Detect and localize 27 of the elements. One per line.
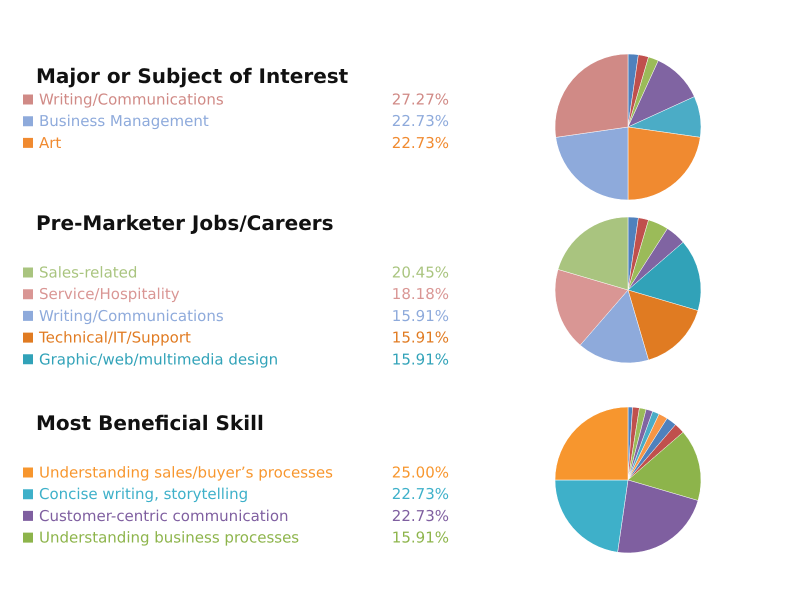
data-label: 15.91% <box>392 328 449 347</box>
legend-label: Art <box>39 134 62 152</box>
legend-label: Understanding sales/buyer’s processes <box>39 464 334 482</box>
data-label: 15.91% <box>392 350 449 368</box>
legend-label: Customer-centric communication <box>39 506 289 525</box>
data-label: 15.91% <box>392 306 449 325</box>
legend-label: Writing/Communications <box>39 90 224 108</box>
legend-label: Concise writing, storytelling <box>39 485 248 504</box>
text: Major or Subject of Interest <box>36 64 349 88</box>
data-label: 22.73% <box>392 112 449 130</box>
legend-label: Understanding business processes <box>39 528 300 547</box>
chart-title: Pre-Marketer Jobs/Careers <box>36 211 334 235</box>
legend-label: Graphic/web/multimedia design <box>39 350 278 368</box>
data-label: 22.73% <box>392 506 449 525</box>
legend-label: Writing/Communications <box>39 306 224 325</box>
legend-label: Business Management <box>39 112 209 130</box>
legend-label: Service/Hospitality <box>39 285 180 304</box>
chart-title: Most Beneficial Skill <box>36 411 264 435</box>
data-label: 18.18% <box>392 285 449 304</box>
data-label: 20.45% <box>392 264 449 282</box>
legend-label: Sales-related <box>39 264 138 282</box>
data-label: 22.73% <box>392 134 449 152</box>
legend-label: Technical/IT/Support <box>38 328 191 347</box>
data-label: 15.91% <box>392 528 449 547</box>
data-label: 22.73% <box>392 485 449 504</box>
data-label: 27.27% <box>392 90 449 108</box>
data-label: 25.00% <box>392 464 449 482</box>
